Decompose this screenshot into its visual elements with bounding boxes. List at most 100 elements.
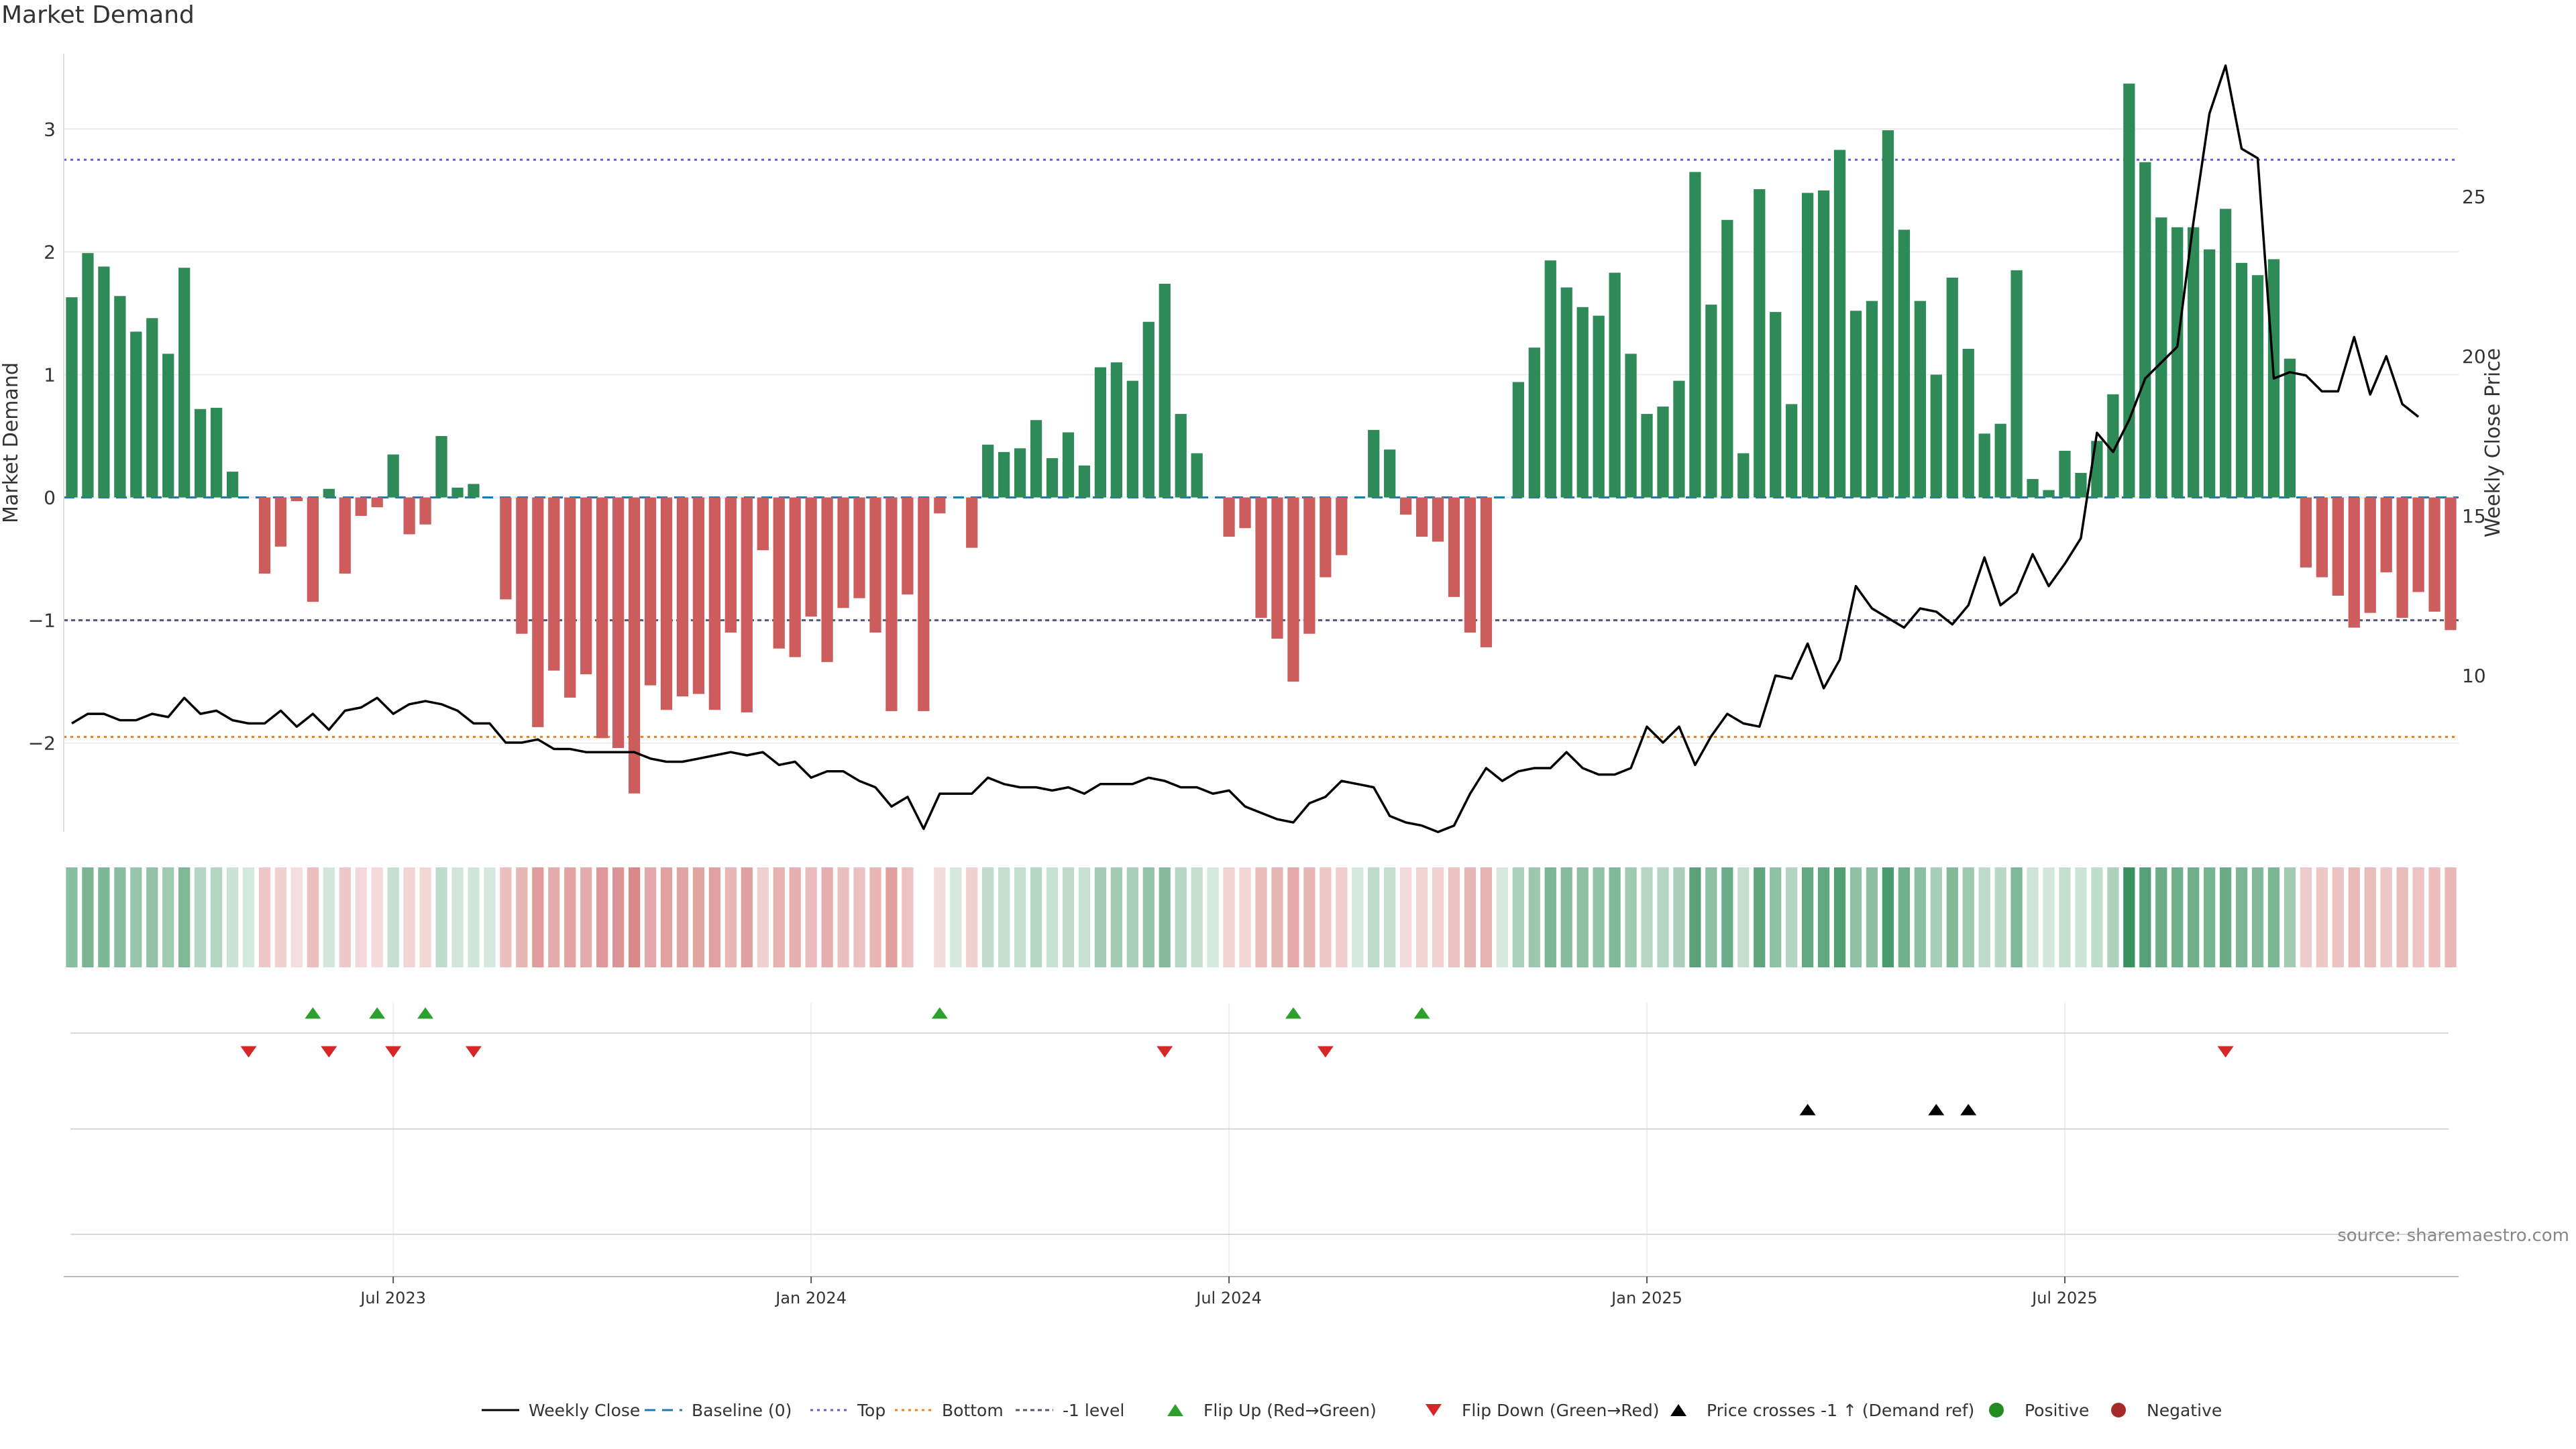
demand-bar [339,497,351,574]
demand-bar [1432,497,1444,542]
demand-bar [1817,190,1830,498]
demand-bar [2059,450,2071,498]
legend-swatch [1989,1403,2004,1417]
heat-cell [355,867,367,967]
demand-bar [1030,420,1042,498]
heat-cell [2267,867,2280,967]
heat-cell [1946,867,1958,967]
heat-cell [2059,867,2071,967]
heat-cell [1448,867,1460,967]
demand-bar [1480,497,1493,647]
demand-bar [805,497,817,617]
demand-bar [1142,321,1155,498]
heat-cell [371,867,383,967]
axes: −2 −1 0 1 2 3 10 15 20 25 [28,54,2486,832]
demand-bar [2332,497,2344,596]
heat-cell [1062,867,1075,967]
demand-bar [355,497,367,516]
demand-bar [1415,497,1428,537]
demand-bar [628,497,641,794]
heat-cell [114,867,126,967]
heat-cell [1849,867,1862,967]
demand-bar [258,497,271,574]
heat-cell [1400,867,1412,967]
demand-bars [66,83,2457,794]
demand-bar [1400,497,1412,515]
heat-cell [2235,867,2248,967]
demand-bar [468,484,480,498]
x-tick-label: Jan 2024 [774,1289,847,1307]
demand-bar [2203,249,2216,498]
heat-cell [1046,867,1059,967]
demand-bar [934,497,946,514]
heat-cell [419,867,431,967]
heat-cell [1030,867,1042,967]
heat-cell [692,867,705,967]
y-tick-label: 0 [44,487,56,509]
heat-cell [178,867,191,967]
demand-bar [1271,497,1283,639]
flip-up-marker [305,1007,321,1019]
heat-cell [1786,867,1798,967]
demand-bar [2284,358,2296,498]
heat-cell [1528,867,1540,967]
heat-cell [500,867,512,967]
demand-bar [1641,414,1653,498]
demand-bar [210,407,223,498]
legend-label: -1 level [1063,1401,1124,1420]
legend-item: Bottom [895,1401,1004,1420]
demand-bar [2171,227,2184,498]
heat-cell [1817,867,1830,967]
heat-cell [2123,867,2135,967]
demand-bar [1223,497,1235,537]
demand-bar [2300,497,2312,568]
heat-cell [1754,867,1766,967]
heat-cell [837,867,849,967]
x-tick-label: Jul 2025 [2031,1289,2098,1307]
heat-cell [2332,867,2344,967]
demand-bar [966,497,978,548]
heat-cell [1223,867,1235,967]
demand-bar [1833,150,1846,498]
demand-bar [387,454,399,498]
flip-up-marker [931,1007,948,1019]
demand-bar [419,497,431,525]
heat-cell [612,867,625,967]
demand-bar [1239,497,1251,529]
heat-cell [2219,867,2232,967]
heat-cell [773,867,785,967]
demand-bar [1512,382,1524,498]
heat-cell [1384,867,1396,967]
heat-cell [387,867,399,967]
demand-bar [548,497,560,671]
heat-cell [1415,867,1428,967]
legend-label: Top [857,1401,885,1420]
demand-bar [2428,497,2440,612]
heat-cell [1866,867,1878,967]
heat-cell [2380,867,2392,967]
legend-item: Price crosses -1 ↑ (Demand ref) [1670,1401,1974,1420]
y-axis-label: Market Demand [0,362,23,523]
heat-cell [660,867,673,967]
y-tick-label: 2 [44,241,56,263]
heat-cell [307,867,319,967]
demand-bar [130,331,142,498]
demand-bar [1593,315,1605,498]
heat-cell [2364,867,2376,967]
flip-down-marker [385,1046,402,1058]
demand-bar [757,497,769,551]
heat-cell [1239,867,1251,967]
flip-down-marker [321,1046,337,1058]
heat-cell [741,867,753,967]
demand-bar [1175,414,1187,498]
demand-bar [2380,497,2392,573]
legend-item: -1 level [1016,1401,1124,1420]
heat-cell [1336,867,1348,967]
heat-cell [1271,867,1283,967]
flip-up-marker [1285,1007,1301,1019]
heat-cell [1898,867,1911,967]
y-tick-label: 3 [44,118,56,140]
heat-cell [1159,867,1171,967]
heat-cell [1914,867,1926,967]
demand-bar [869,497,881,633]
